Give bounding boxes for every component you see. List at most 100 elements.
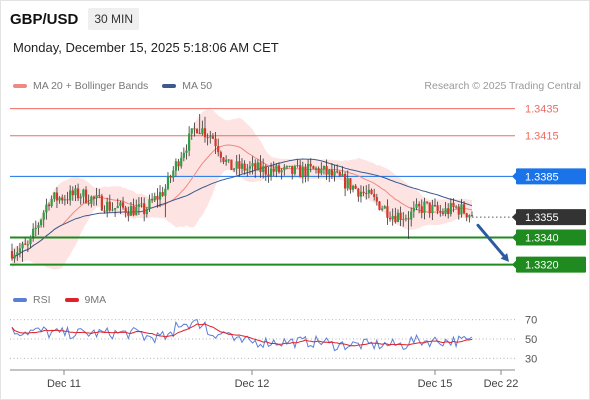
candle-body xyxy=(238,161,241,169)
candle-body xyxy=(111,209,114,211)
candle-body xyxy=(248,166,252,169)
candle-body xyxy=(312,166,315,169)
level-labels: 1.3435 1.3415 1.3385 1.3355 1.3340 1.3320 xyxy=(476,104,586,273)
candle-body xyxy=(378,201,381,210)
candle-body xyxy=(346,178,349,189)
candle-body xyxy=(402,219,405,221)
candle-body xyxy=(251,163,254,167)
symbol-label: GBP/USD xyxy=(10,10,79,28)
candle-body xyxy=(169,176,172,178)
candle-body xyxy=(55,192,59,201)
candle-body xyxy=(180,157,183,167)
candle-body xyxy=(415,204,418,208)
candle-body xyxy=(362,191,365,194)
candle-body xyxy=(256,162,259,171)
candle-body xyxy=(21,243,24,249)
candle-body xyxy=(452,202,455,208)
candle-body xyxy=(357,188,360,197)
credit-text: Research © 2025 Trading Central xyxy=(424,80,581,92)
candle-body xyxy=(114,208,117,210)
level-label-1.3320: 1.3320 xyxy=(525,260,559,272)
candle-body xyxy=(317,168,320,174)
candle-body xyxy=(222,157,225,162)
candle-body xyxy=(320,168,323,174)
candle-body xyxy=(198,133,201,135)
candle-body xyxy=(325,165,328,175)
candle-body xyxy=(174,161,178,171)
candle-body xyxy=(341,173,344,176)
candle-body xyxy=(322,165,326,169)
candle-body xyxy=(441,212,445,214)
candle-body xyxy=(145,209,148,215)
candle-body xyxy=(166,176,170,189)
candle-body xyxy=(336,171,339,173)
candle-body xyxy=(193,128,196,130)
candle-body xyxy=(375,197,378,202)
candle-body xyxy=(29,236,32,245)
candle-body xyxy=(47,204,51,207)
candle-body xyxy=(328,169,331,175)
candle-body xyxy=(439,211,442,213)
candle-body xyxy=(351,185,355,190)
level-tag-1.3385 xyxy=(516,168,586,185)
candle-body xyxy=(383,206,386,209)
candle-body xyxy=(264,166,267,175)
rsi-tick-30: 30 xyxy=(525,353,537,365)
candle-body xyxy=(82,189,85,197)
candle-body xyxy=(53,192,56,199)
level-tag-1.3355 xyxy=(516,209,586,226)
candle-body xyxy=(185,150,188,153)
candle-body xyxy=(148,199,151,210)
candle-body xyxy=(219,152,222,158)
candle-body xyxy=(188,133,191,151)
candle-body xyxy=(407,218,410,220)
candle-body xyxy=(291,165,294,174)
candle-body xyxy=(124,207,127,213)
candle-body xyxy=(420,206,423,213)
candle-body xyxy=(330,169,333,176)
candle-body xyxy=(116,206,119,209)
candle-body xyxy=(26,244,29,246)
rsi-panel: 30 50 70 xyxy=(10,315,537,365)
candle-body xyxy=(306,163,310,177)
candle-body xyxy=(240,163,244,169)
candle-body xyxy=(190,128,193,134)
level-label-1.3435: 1.3435 xyxy=(525,104,559,116)
bollinger-band-area xyxy=(12,109,472,270)
candle-body xyxy=(388,217,392,220)
candle-body xyxy=(333,171,336,176)
candle-body xyxy=(399,212,402,220)
candle-body xyxy=(444,208,447,214)
x-tick-label: Dec 15 xyxy=(418,378,453,390)
candle-body xyxy=(182,152,185,158)
candle-body xyxy=(203,128,207,138)
candle-body xyxy=(153,196,156,201)
candle-body xyxy=(232,168,236,170)
candle-body xyxy=(391,215,394,220)
timeframe-badge[interactable]: 30 MIN xyxy=(88,8,140,30)
candle-body xyxy=(87,202,90,204)
candle-body xyxy=(50,198,53,207)
rsi-legend: RSI 9MA xyxy=(13,294,106,306)
x-tick-label: Dec 22 xyxy=(484,378,519,390)
candle-body xyxy=(235,161,238,169)
candle-body xyxy=(71,190,74,196)
candle-body xyxy=(161,192,164,196)
candle-body xyxy=(66,199,69,201)
candle-body xyxy=(470,215,474,217)
candle-body xyxy=(135,206,138,216)
candle-body xyxy=(177,161,180,167)
candle-body xyxy=(412,207,415,212)
ma50-legend-label: MA 50 xyxy=(182,80,213,92)
main-legend: MA 20 + Bollinger Bands MA 50 xyxy=(13,80,212,92)
candle-body xyxy=(425,201,429,203)
candle-body xyxy=(269,168,273,177)
candle-body xyxy=(76,188,80,199)
candle-body xyxy=(195,129,199,134)
candle-body xyxy=(79,196,82,199)
level-label-1.3355: 1.3355 xyxy=(525,212,559,224)
candle-body xyxy=(418,204,421,207)
candle-body xyxy=(457,206,460,215)
candle-body xyxy=(373,194,376,198)
candle-body xyxy=(386,206,389,218)
